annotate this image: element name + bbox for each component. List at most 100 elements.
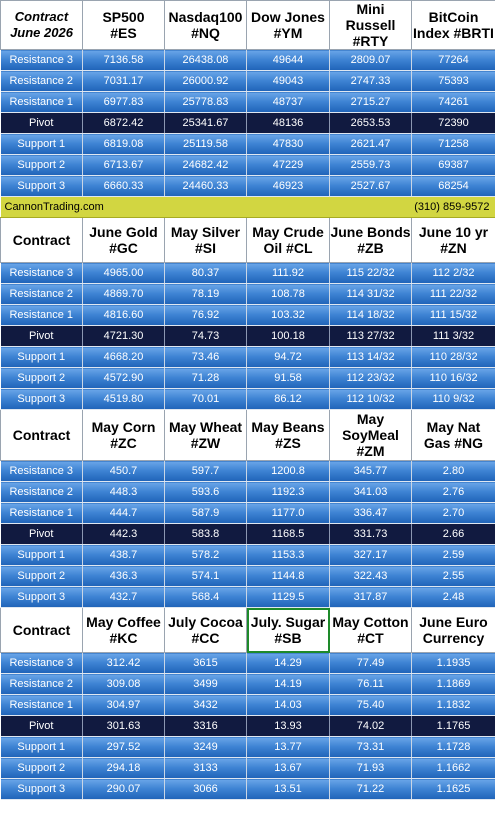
instrument-header: May Nat Gas #NG: [411, 409, 495, 461]
level-value: 341.03: [329, 481, 412, 503]
level-value: 71.93: [329, 757, 412, 779]
level-value: 2.76: [411, 481, 495, 503]
level-value: 578.2: [164, 544, 247, 566]
level-row: Resistance 3 4965.00 80.37 111.92 115 22/32 1…: [0, 262, 495, 284]
level-value: 1.1832: [411, 694, 495, 716]
instrument-header: June Gold #GC: [82, 217, 165, 263]
level-value: 91.58: [246, 367, 330, 389]
level-value: 432.7: [82, 586, 165, 608]
row-label: Resistance 1: [0, 502, 83, 524]
row-label: Support 3: [0, 778, 83, 800]
instrument-header: June Euro Currency: [411, 607, 495, 653]
level-value: 4816.60: [82, 304, 165, 326]
level-value: 304.97: [82, 694, 165, 716]
level-value: 438.7: [82, 544, 165, 566]
row-label: Resistance 2: [0, 673, 83, 695]
row-label: Pivot: [0, 325, 83, 347]
instrument-header: May Cotton #CT: [329, 607, 412, 653]
level-value: 110 9/32: [411, 388, 495, 410]
instrument-header: May Corn #ZC: [82, 409, 165, 461]
level-value: 6819.08: [82, 133, 165, 155]
level-value: 114 31/32: [329, 283, 412, 305]
level-value: 317.87: [329, 586, 412, 608]
level-value: 78.19: [164, 283, 247, 305]
level-value: 593.6: [164, 481, 247, 503]
level-value: 75393: [411, 70, 495, 92]
website-link[interactable]: CannonTrading.com: [0, 196, 247, 218]
level-row: Resistance 1 6977.83 25778.83 48737 2715.27 7…: [0, 91, 495, 113]
level-value: 6713.67: [82, 154, 165, 176]
level-value: 114 18/32: [329, 304, 412, 326]
level-row: Support 1 4668.20 73.46 94.72 113 14/32 110 2…: [0, 346, 495, 368]
level-value: 587.9: [164, 502, 247, 524]
level-value: 2559.73: [329, 154, 412, 176]
level-row: Resistance 2 309.08 3499 14.19 76.11 1.1869: [0, 673, 495, 695]
row-label: Support 1: [0, 544, 83, 566]
level-value: 448.3: [82, 481, 165, 503]
level-value: 26000.92: [164, 70, 247, 92]
level-value: 2809.07: [329, 49, 412, 71]
contact-band: CannonTrading.com (310) 859-9572: [0, 196, 495, 218]
level-value: 6660.33: [82, 175, 165, 197]
level-value: 1.1935: [411, 652, 495, 674]
level-value: 13.77: [246, 736, 330, 758]
level-value: 7136.58: [82, 49, 165, 71]
level-value: 77264: [411, 49, 495, 71]
level-value: 113 14/32: [329, 346, 412, 368]
level-value: 25119.58: [164, 133, 247, 155]
level-value: 442.3: [82, 523, 165, 545]
level-value: 110 28/32: [411, 346, 495, 368]
level-value: 112 23/32: [329, 367, 412, 389]
row-label: Support 2: [0, 367, 83, 389]
level-value: 1129.5: [246, 586, 330, 608]
level-value: 583.8: [164, 523, 247, 545]
contract-label: Contract: [0, 217, 83, 263]
level-value: 312.42: [82, 652, 165, 674]
level-value: 3615: [164, 652, 247, 674]
level-value: 47229: [246, 154, 330, 176]
row-label: Support 1: [0, 133, 83, 155]
level-value: 444.7: [82, 502, 165, 524]
level-value: 331.73: [329, 523, 412, 545]
level-row: Resistance 3 312.42 3615 14.29 77.49 1.1935: [0, 652, 495, 674]
contract-month-label: Contract June 2026: [0, 0, 83, 50]
level-value: 1177.0: [246, 502, 330, 524]
level-value: 2527.67: [329, 175, 412, 197]
level-row: Support 1 6819.08 25119.58 47830 2621.47 7125…: [0, 133, 495, 155]
level-value: 2.55: [411, 565, 495, 587]
level-value: 111.92: [246, 262, 330, 284]
level-value: 1144.8: [246, 565, 330, 587]
level-row: Support 1 297.52 3249 13.77 73.31 1.1728: [0, 736, 495, 758]
level-value: 2.80: [411, 460, 495, 482]
level-value: 86.12: [246, 388, 330, 410]
row-label: Resistance 3: [0, 262, 83, 284]
level-value: 73.31: [329, 736, 412, 758]
level-value: 76.92: [164, 304, 247, 326]
instrument-header: Nasdaq100 #NQ: [164, 0, 247, 50]
level-value: 14.03: [246, 694, 330, 716]
level-row: Resistance 1 4816.60 76.92 103.32 114 18/32 1…: [0, 304, 495, 326]
level-value: 2.66: [411, 523, 495, 545]
instrument-header: May Crude Oil #CL: [246, 217, 330, 263]
level-value: 7031.17: [82, 70, 165, 92]
level-value: 1.1728: [411, 736, 495, 758]
level-value: 3316: [164, 715, 247, 737]
level-value: 71258: [411, 133, 495, 155]
level-value: 597.7: [164, 460, 247, 482]
instrument-header: May Beans #ZS: [246, 409, 330, 461]
instrument-header[interactable]: July. Sugar #SB: [246, 607, 330, 653]
section-header-row: Contract May Corn #ZC May Wheat #ZW May Beans…: [0, 409, 495, 461]
level-value: 74.73: [164, 325, 247, 347]
row-label: Resistance 1: [0, 694, 83, 716]
level-value: 69387: [411, 154, 495, 176]
instrument-header: May Wheat #ZW: [164, 409, 247, 461]
section-header-row: Contract May Coffee #KC July Cocoa #CC July. …: [0, 607, 495, 653]
level-value: 568.4: [164, 586, 247, 608]
level-value: 4668.20: [82, 346, 165, 368]
level-row: Resistance 2 4869.70 78.19 108.78 114 31/32 1…: [0, 283, 495, 305]
level-value: 2.59: [411, 544, 495, 566]
level-value: 4519.80: [82, 388, 165, 410]
level-value: 13.93: [246, 715, 330, 737]
level-value: 48136: [246, 112, 330, 134]
level-value: 49644: [246, 49, 330, 71]
